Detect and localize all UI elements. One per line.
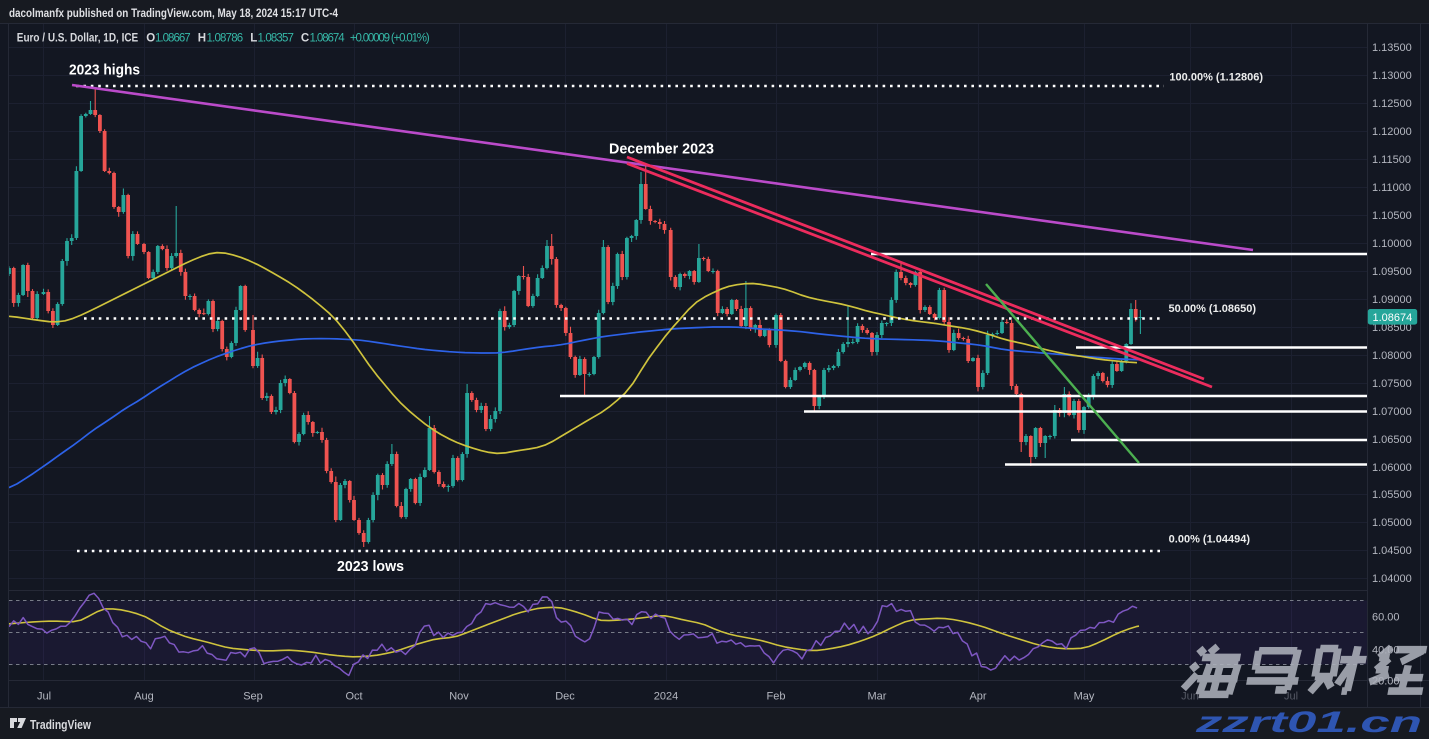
svg-text:Oct: Oct bbox=[345, 691, 362, 703]
svg-text:1.07500: 1.07500 bbox=[1372, 378, 1412, 390]
svg-text:December 2023: December 2023 bbox=[609, 142, 714, 158]
svg-text:50.00% (1.08650): 50.00% (1.08650) bbox=[1169, 303, 1257, 315]
svg-text:100.00% (1.12806): 100.00% (1.12806) bbox=[1169, 72, 1263, 84]
svg-text:1.11500: 1.11500 bbox=[1372, 154, 1411, 166]
svg-text:1.08500: 1.08500 bbox=[1372, 322, 1412, 334]
svg-text:1.05000: 1.05000 bbox=[1372, 517, 1412, 529]
svg-text:1.04500: 1.04500 bbox=[1372, 545, 1412, 557]
svg-text:1.11000: 1.11000 bbox=[1372, 182, 1411, 194]
svg-text:+0.00009 (+0.01%): +0.00009 (+0.01%) bbox=[350, 33, 430, 45]
svg-text:1.07000: 1.07000 bbox=[1372, 406, 1412, 418]
svg-text:1.06000: 1.06000 bbox=[1372, 462, 1412, 474]
svg-text:2023 highs: 2023 highs bbox=[69, 63, 140, 79]
svg-text:Feb: Feb bbox=[767, 691, 786, 703]
svg-text:1.08357: 1.08357 bbox=[258, 33, 294, 45]
svg-text:1.09500: 1.09500 bbox=[1372, 266, 1412, 278]
svg-text:Dec: Dec bbox=[555, 691, 575, 703]
svg-text:1.06500: 1.06500 bbox=[1372, 434, 1412, 446]
svg-text:1.08667: 1.08667 bbox=[155, 33, 191, 45]
svg-text:Sep: Sep bbox=[243, 691, 263, 703]
svg-text:1.13500: 1.13500 bbox=[1372, 42, 1412, 54]
svg-text:1.08674: 1.08674 bbox=[1373, 312, 1413, 324]
svg-text:2023 lows: 2023 lows bbox=[337, 559, 404, 575]
svg-text:1.12500: 1.12500 bbox=[1372, 98, 1412, 110]
svg-text:C: C bbox=[301, 33, 309, 45]
svg-text:1.10000: 1.10000 bbox=[1372, 238, 1412, 250]
svg-text:dacolmanfx published on Tradin: dacolmanfx published on TradingView.com,… bbox=[9, 6, 338, 20]
svg-text:May: May bbox=[1074, 691, 1095, 703]
svg-text:2024: 2024 bbox=[654, 691, 678, 703]
svg-text:0.00% (1.04494): 0.00% (1.04494) bbox=[1169, 534, 1251, 546]
svg-text:Jun: Jun bbox=[1181, 691, 1199, 703]
svg-text:60.00: 60.00 bbox=[1372, 612, 1400, 624]
svg-text:TradingView: TradingView bbox=[30, 717, 92, 732]
svg-text:Mar: Mar bbox=[868, 691, 887, 703]
svg-text:L: L bbox=[250, 33, 257, 45]
svg-text:Jul: Jul bbox=[1284, 691, 1298, 703]
svg-text:O: O bbox=[146, 33, 155, 45]
svg-text:1.09000: 1.09000 bbox=[1372, 294, 1412, 306]
svg-text:Jul: Jul bbox=[37, 691, 51, 703]
svg-text:1.08786: 1.08786 bbox=[207, 33, 244, 45]
svg-text:1.10500: 1.10500 bbox=[1372, 210, 1412, 222]
svg-text:Euro / U.S. Dollar, 1D, ICE: Euro / U.S. Dollar, 1D, ICE bbox=[17, 33, 139, 45]
svg-text:H: H bbox=[198, 33, 206, 45]
svg-text:Aug: Aug bbox=[134, 691, 154, 703]
svg-text:1.13000: 1.13000 bbox=[1372, 70, 1412, 82]
svg-text:Nov: Nov bbox=[449, 691, 469, 703]
svg-text:1.08000: 1.08000 bbox=[1372, 350, 1412, 362]
svg-text:1.08674: 1.08674 bbox=[310, 33, 346, 45]
svg-text:1.12000: 1.12000 bbox=[1372, 126, 1412, 138]
svg-text:1.05500: 1.05500 bbox=[1372, 489, 1412, 501]
svg-text:1.04000: 1.04000 bbox=[1372, 573, 1412, 585]
svg-text:Apr: Apr bbox=[969, 691, 986, 703]
svg-text:zzrt01.cn: zzrt01.cn bbox=[1194, 706, 1422, 739]
